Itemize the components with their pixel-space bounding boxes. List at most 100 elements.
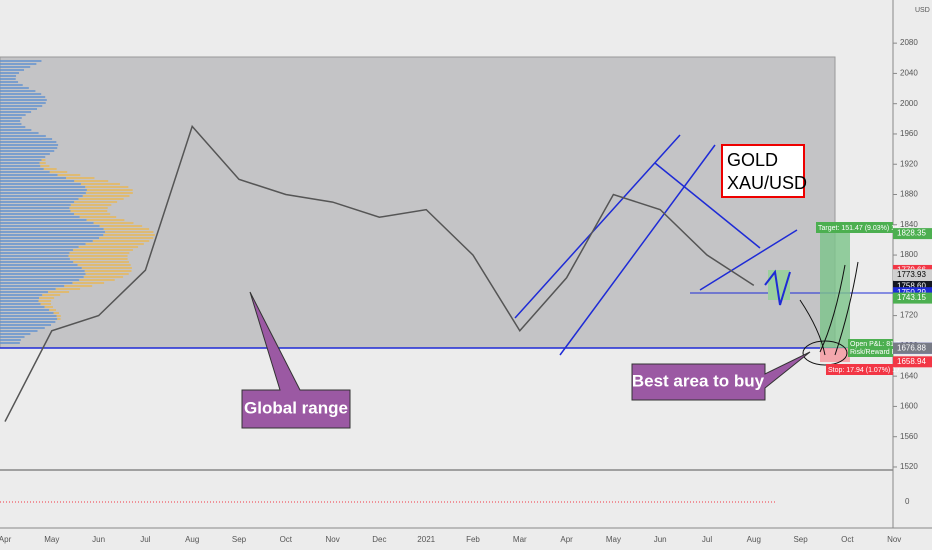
profile-bar: [0, 300, 39, 302]
profile-bar: [0, 297, 40, 299]
profile-bar: [79, 216, 117, 218]
channel-line: [559, 144, 716, 356]
x-tick-label: Aug: [185, 535, 199, 544]
position-label-bg: [848, 339, 893, 357]
position-label: Open P&L: 81.7: [850, 341, 900, 348]
price-tag-label: 1773.93: [897, 270, 926, 279]
profile-bar: [0, 93, 42, 95]
profile-bar: [0, 294, 43, 296]
price-tag-label: 1676.88: [897, 343, 926, 352]
profile-bar: [0, 342, 20, 344]
profile-bar: [0, 186, 86, 188]
profile-bar: [0, 216, 80, 218]
profile-bar: [0, 129, 32, 131]
profile-bar: [56, 315, 61, 317]
profile-bar: [72, 282, 105, 284]
x-tick-label: May: [44, 535, 59, 544]
profile-bar: [81, 267, 132, 269]
profile-bar: [0, 237, 100, 239]
profile-bar: [78, 198, 124, 200]
profile-bar: [0, 189, 87, 191]
profile-bar: [0, 141, 57, 143]
profile-bar: [0, 168, 44, 170]
profile-bar: [85, 243, 144, 245]
profile-bar: [69, 258, 128, 260]
profile-bar: [0, 336, 25, 338]
axis-unit: USD: [915, 7, 930, 14]
x-tick-label: Mar: [513, 535, 527, 544]
y-tick-label: 1880: [900, 190, 918, 199]
profile-bar: [0, 264, 78, 266]
profile-bar: [0, 267, 82, 269]
profile-bar: [53, 312, 59, 314]
profile-bar: [0, 135, 46, 137]
profile-bar: [66, 177, 95, 179]
profile-bar: [0, 87, 29, 89]
profile-bar: [0, 171, 50, 173]
profile-bar: [48, 291, 70, 293]
profile-bar: [0, 252, 70, 254]
profile-bar: [83, 276, 124, 278]
profile-bar: [0, 222, 94, 224]
profile-bar: [0, 285, 65, 287]
price-tag: [893, 356, 932, 368]
profile-bar: [0, 108, 38, 110]
profile-bar: [0, 255, 69, 257]
y-tick-label: 1520: [900, 462, 918, 471]
position-label: Risk/Reward Ra: [850, 349, 901, 356]
profile-bar: [103, 228, 150, 230]
profile-bar: [0, 225, 100, 227]
profile-bar: [0, 126, 26, 128]
profile-bar: [85, 192, 133, 194]
y-tick-label: 1600: [900, 402, 918, 411]
profile-bar: [0, 258, 70, 260]
profile-bar: [0, 159, 42, 161]
profile-bar: [0, 324, 52, 326]
x-tick-label: Nov: [325, 535, 339, 544]
profile-bar: [0, 117, 22, 119]
profile-bar: [0, 123, 22, 125]
profile-bar: [0, 213, 75, 215]
profile-bar: [0, 165, 41, 167]
price-tag-label: 1758.60: [897, 281, 926, 290]
callout-text: Best area to buy: [632, 371, 765, 390]
x-tick-label: Apr: [0, 535, 12, 544]
y-tick-label: 2080: [900, 38, 918, 47]
profile-bar: [0, 276, 84, 278]
profile-bar: [69, 252, 130, 254]
profile-bar: [0, 330, 38, 332]
y-tick-label: 1560: [900, 432, 918, 441]
profile-bar: [86, 189, 133, 191]
profile-bar: [86, 219, 125, 221]
x-tick-label: Jul: [702, 535, 712, 544]
profile-bar: [0, 183, 81, 185]
profile-bar: [0, 111, 32, 113]
x-tick-label: Jun: [654, 535, 667, 544]
x-tick-label: Dec: [372, 535, 386, 544]
position-label: Stop: 17.94 (1.07%) 17: [828, 367, 900, 374]
price-tag: [893, 342, 932, 354]
profile-bar: [0, 234, 104, 236]
profile-bar: [0, 279, 80, 281]
profile-bar: [0, 177, 67, 179]
profile-bar: [0, 204, 71, 206]
target-zone: [820, 226, 850, 348]
price-tag: [893, 269, 932, 281]
profile-bar: [0, 105, 43, 107]
profile-bar: [0, 66, 31, 68]
profile-bar: [55, 288, 81, 290]
position-label-bg: [816, 222, 893, 233]
profile-bar: [92, 240, 150, 242]
profile-bar: [99, 225, 143, 227]
price-tag: [893, 280, 932, 292]
profile-bar: [73, 249, 133, 251]
profile-bar: [0, 249, 74, 251]
profile-bar: [77, 264, 131, 266]
profile-bar: [84, 270, 132, 272]
title: GOLD: [727, 150, 778, 170]
profile-bar: [57, 318, 61, 320]
profile-bar: [0, 150, 55, 152]
profile-bar: [70, 210, 108, 212]
profile-bar: [49, 171, 68, 173]
profile-bar: [0, 309, 50, 311]
